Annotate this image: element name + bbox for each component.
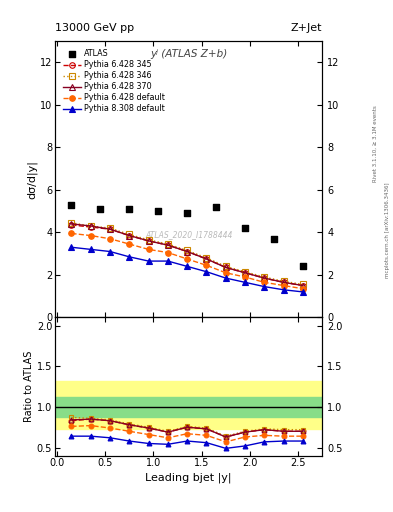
ATLAS bbox=[126, 205, 132, 213]
Pythia 6.428 default bbox=[165, 249, 170, 255]
Pythia 6.428 370 bbox=[127, 232, 132, 239]
Pythia 6.428 default bbox=[243, 274, 248, 280]
ATLAS bbox=[68, 201, 75, 209]
Pythia 6.428 default bbox=[108, 236, 112, 242]
X-axis label: Leading bjet |y|: Leading bjet |y| bbox=[145, 473, 232, 483]
Pythia 6.428 345 bbox=[88, 224, 93, 230]
ATLAS bbox=[184, 209, 190, 217]
Pythia 6.428 370 bbox=[88, 223, 93, 229]
ATLAS bbox=[271, 234, 277, 243]
Pythia 6.428 345 bbox=[204, 256, 209, 262]
Pythia 6.428 default bbox=[127, 241, 132, 247]
Pythia 6.428 345 bbox=[243, 270, 248, 276]
Pythia 6.428 370 bbox=[204, 256, 209, 262]
Pythia 6.428 default bbox=[224, 270, 228, 276]
Pythia 6.428 370 bbox=[165, 242, 170, 248]
Text: mcplots.cern.ch [arXiv:1306.3436]: mcplots.cern.ch [arXiv:1306.3436] bbox=[385, 183, 389, 278]
Y-axis label: dσ/d|y|: dσ/d|y| bbox=[27, 160, 37, 199]
Pythia 8.308 default bbox=[262, 284, 267, 290]
Pythia 6.428 370 bbox=[108, 226, 112, 232]
Pythia 6.428 370 bbox=[281, 279, 286, 285]
Text: yʲ (ATLAS Z+b): yʲ (ATLAS Z+b) bbox=[150, 49, 227, 59]
Pythia 8.308 default bbox=[146, 258, 151, 264]
Pythia 8.308 default bbox=[108, 248, 112, 254]
Pythia 8.308 default bbox=[88, 246, 93, 252]
Pythia 6.428 370 bbox=[301, 283, 305, 289]
Pythia 6.428 346 bbox=[224, 263, 228, 269]
Pythia 6.428 345 bbox=[262, 275, 267, 281]
ATLAS bbox=[213, 203, 219, 211]
Pythia 8.308 default bbox=[301, 289, 305, 295]
Pythia 6.428 345 bbox=[185, 248, 189, 254]
Pythia 6.428 370 bbox=[185, 248, 189, 254]
ATLAS bbox=[97, 205, 103, 213]
Line: Pythia 6.428 345: Pythia 6.428 345 bbox=[69, 222, 306, 288]
Pythia 6.428 default bbox=[204, 262, 209, 268]
Pythia 6.428 346 bbox=[281, 278, 286, 284]
Pythia 6.428 default bbox=[146, 246, 151, 252]
Pythia 6.428 345 bbox=[281, 279, 286, 285]
Pythia 6.428 default bbox=[185, 256, 189, 262]
Line: Pythia 8.308 default: Pythia 8.308 default bbox=[69, 244, 306, 295]
ATLAS bbox=[155, 207, 162, 215]
Pythia 6.428 346 bbox=[88, 223, 93, 229]
Pythia 6.428 370 bbox=[243, 270, 248, 276]
Text: Z+Jet: Z+Jet bbox=[291, 23, 322, 33]
Pythia 6.428 346 bbox=[262, 274, 267, 280]
Pythia 6.428 346 bbox=[185, 247, 189, 253]
Y-axis label: Ratio to ATLAS: Ratio to ATLAS bbox=[24, 351, 34, 422]
Text: ATLAS_2020_I1788444: ATLAS_2020_I1788444 bbox=[145, 230, 232, 239]
Pythia 6.428 370 bbox=[146, 238, 151, 244]
Pythia 8.308 default bbox=[281, 287, 286, 293]
Pythia 8.308 default bbox=[185, 263, 189, 269]
Line: Pythia 6.428 370: Pythia 6.428 370 bbox=[69, 221, 306, 288]
Pythia 6.428 default bbox=[69, 230, 74, 237]
Text: 13000 GeV pp: 13000 GeV pp bbox=[55, 23, 134, 33]
Pythia 6.428 370 bbox=[69, 221, 74, 227]
Pythia 6.428 346 bbox=[108, 225, 112, 231]
Pythia 6.428 345 bbox=[108, 226, 112, 232]
Pythia 6.428 345 bbox=[165, 242, 170, 248]
Pythia 6.428 345 bbox=[127, 232, 132, 239]
Pythia 6.428 346 bbox=[69, 220, 74, 226]
Text: Rivet 3.1.10, ≥ 3.1M events: Rivet 3.1.10, ≥ 3.1M events bbox=[373, 105, 378, 182]
ATLAS bbox=[242, 224, 248, 232]
ATLAS bbox=[300, 262, 306, 270]
Line: Pythia 6.428 346: Pythia 6.428 346 bbox=[69, 220, 306, 287]
Pythia 8.308 default bbox=[243, 279, 248, 285]
Pythia 6.428 default bbox=[88, 232, 93, 239]
Pythia 6.428 default bbox=[262, 279, 267, 285]
Line: Pythia 6.428 default: Pythia 6.428 default bbox=[69, 230, 306, 291]
Pythia 6.428 370 bbox=[262, 275, 267, 281]
Pythia 6.428 346 bbox=[301, 282, 305, 288]
Pythia 6.428 346 bbox=[243, 269, 248, 275]
Pythia 6.428 345 bbox=[146, 238, 151, 244]
Pythia 6.428 346 bbox=[165, 241, 170, 247]
Pythia 6.428 346 bbox=[204, 255, 209, 261]
Pythia 6.428 346 bbox=[127, 231, 132, 238]
Pythia 8.308 default bbox=[127, 254, 132, 260]
Pythia 6.428 345 bbox=[224, 264, 228, 270]
Pythia 6.428 346 bbox=[146, 237, 151, 243]
Pythia 6.428 345 bbox=[69, 222, 74, 228]
Pythia 6.428 default bbox=[301, 286, 305, 292]
Pythia 6.428 370 bbox=[224, 264, 228, 270]
Pythia 8.308 default bbox=[69, 244, 74, 250]
Pythia 8.308 default bbox=[165, 258, 170, 264]
Pythia 8.308 default bbox=[224, 275, 228, 281]
Pythia 8.308 default bbox=[204, 269, 209, 275]
Pythia 6.428 default bbox=[281, 283, 286, 289]
Pythia 6.428 345 bbox=[301, 283, 305, 289]
Legend: ATLAS, Pythia 6.428 345, Pythia 6.428 346, Pythia 6.428 370, Pythia 6.428 defaul: ATLAS, Pythia 6.428 345, Pythia 6.428 34… bbox=[62, 48, 167, 115]
